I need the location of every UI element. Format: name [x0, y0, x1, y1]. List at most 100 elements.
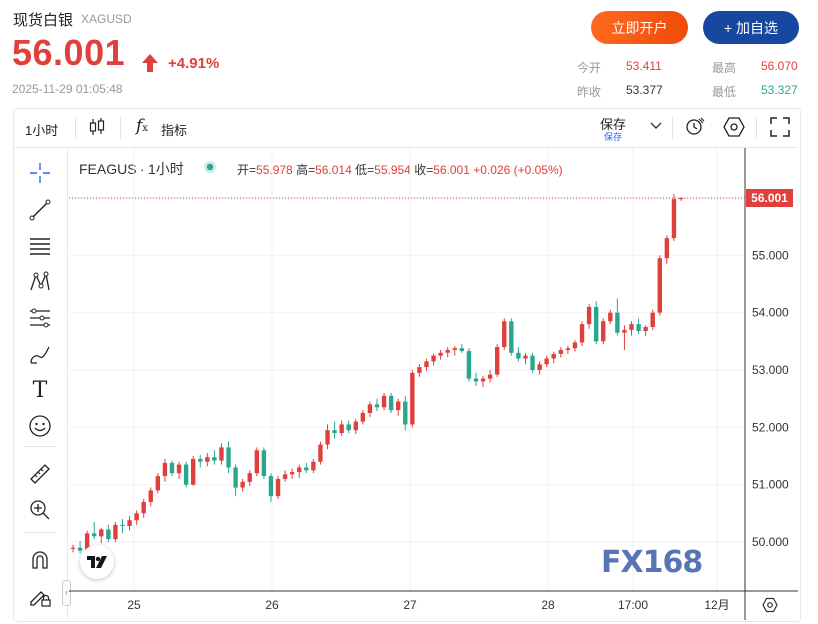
instrument-code: XAGUSD [81, 12, 132, 26]
save-button[interactable]: 保存 [600, 117, 627, 132]
candle-body [615, 312, 620, 333]
candle-body [148, 490, 153, 502]
last-price-tag: 56.001 [746, 189, 793, 207]
candle-body [565, 348, 571, 350]
candle-body [593, 306, 599, 342]
candle-body [657, 258, 662, 313]
candle-body [92, 533, 97, 537]
y-tick-label: 50.000 [752, 535, 789, 549]
toolbar-divider [24, 532, 56, 533]
lock-pencil-icon[interactable] [24, 582, 56, 612]
fib-icon[interactable] [24, 303, 56, 333]
magnet-icon[interactable] [24, 545, 56, 575]
ohlc-change: +0.026 (+0.05%) [473, 163, 563, 177]
horizontal-lines-icon[interactable] [24, 231, 56, 261]
candle-body [629, 324, 634, 330]
indicators-button[interactable]: 指标 [161, 123, 188, 138]
candle-body [608, 312, 613, 322]
candle-body [367, 404, 373, 413]
candle-body [530, 355, 535, 370]
candle-body [509, 321, 514, 353]
tradingview-logo-icon[interactable] [80, 545, 114, 579]
fx-icon[interactable]: fx [136, 116, 148, 136]
ohlc-high: 56.014 [315, 163, 352, 177]
candle-body [155, 476, 161, 491]
candle-body [452, 348, 457, 350]
candle-body [636, 324, 641, 332]
fullscreen-icon[interactable] [770, 117, 790, 137]
candle-body [134, 513, 139, 521]
toolbar-divider [756, 117, 757, 139]
save-sublabel: 保存 [604, 132, 623, 142]
open-account-button[interactable]: 立即开户 [591, 11, 688, 44]
y-tick-label: 53.000 [752, 363, 789, 377]
candle-body [275, 478, 281, 497]
low-label: 最低 [712, 85, 737, 99]
candle-body [417, 367, 422, 373]
candle-body [487, 374, 493, 379]
candle-body [325, 430, 330, 445]
candle-body [537, 364, 542, 370]
candle-body [480, 378, 486, 382]
text-icon[interactable]: T [32, 377, 48, 403]
candle-body [572, 342, 578, 349]
candle-body [339, 424, 344, 434]
high-label: 最高 [712, 61, 737, 75]
candle-body [141, 501, 146, 514]
add-watchlist-button[interactable]: + 加自选 [703, 11, 799, 44]
prev-close-label: 昨收 [577, 85, 602, 99]
drawing-toolbar [14, 148, 68, 620]
candle-body [544, 358, 549, 365]
candle-body [233, 467, 238, 488]
alarm-icon[interactable] [684, 116, 706, 138]
candles-icon[interactable] [88, 117, 106, 137]
ohlc-low: 55.954 [374, 163, 411, 177]
interval-select[interactable]: 1小时 [25, 123, 59, 138]
candle-body [198, 458, 203, 462]
candle-body [346, 424, 351, 431]
settings-hex-icon[interactable] [723, 117, 745, 137]
candle-body [410, 372, 415, 425]
brush-icon[interactable] [24, 339, 56, 369]
candle-body [254, 450, 260, 474]
toolbar-divider [24, 446, 56, 447]
candle-body [106, 529, 111, 540]
emoji-icon[interactable] [24, 411, 56, 441]
x-tick-label: 28 [541, 598, 555, 612]
candle-body [622, 329, 627, 333]
open-value: 53.411 [626, 59, 662, 73]
candle-body [282, 474, 288, 479]
candle-body [374, 404, 380, 408]
ohlc-close: 56.001 [433, 163, 470, 177]
chart-legend: FEAGUS · 1小时 [79, 159, 184, 179]
x-tick-label: 26 [265, 598, 279, 612]
y-tick-label: 51.000 [752, 478, 789, 492]
candle-body [438, 352, 443, 356]
candle-body [311, 461, 316, 471]
ohlc-open: 55.978 [256, 163, 293, 177]
candle-body [396, 401, 401, 411]
candle-body [360, 413, 366, 422]
ohlc-close-label: 收= [414, 163, 434, 177]
candle-body [586, 306, 592, 325]
ruler-icon[interactable] [24, 459, 56, 489]
candle-body [113, 524, 118, 540]
collapse-toolbar-button[interactable]: ‹ [62, 580, 71, 606]
candle-body [579, 324, 585, 343]
candle-body [445, 349, 450, 353]
candle-body [205, 457, 210, 462]
gear-icon[interactable] [762, 597, 778, 613]
candle-body [678, 198, 684, 200]
pattern-icon[interactable] [24, 267, 56, 297]
open-label: 今开 [577, 61, 602, 75]
candle-body [176, 464, 182, 474]
crosshair-icon[interactable] [24, 158, 56, 188]
trend-line-icon[interactable] [24, 195, 56, 225]
x-tick-label: 27 [403, 598, 417, 612]
zoom-in-icon[interactable] [24, 495, 56, 525]
x-tick-label: 17:00 [618, 598, 648, 612]
chevron-down-icon[interactable] [650, 122, 662, 130]
candle-body [297, 467, 302, 473]
candle-body [601, 321, 606, 342]
